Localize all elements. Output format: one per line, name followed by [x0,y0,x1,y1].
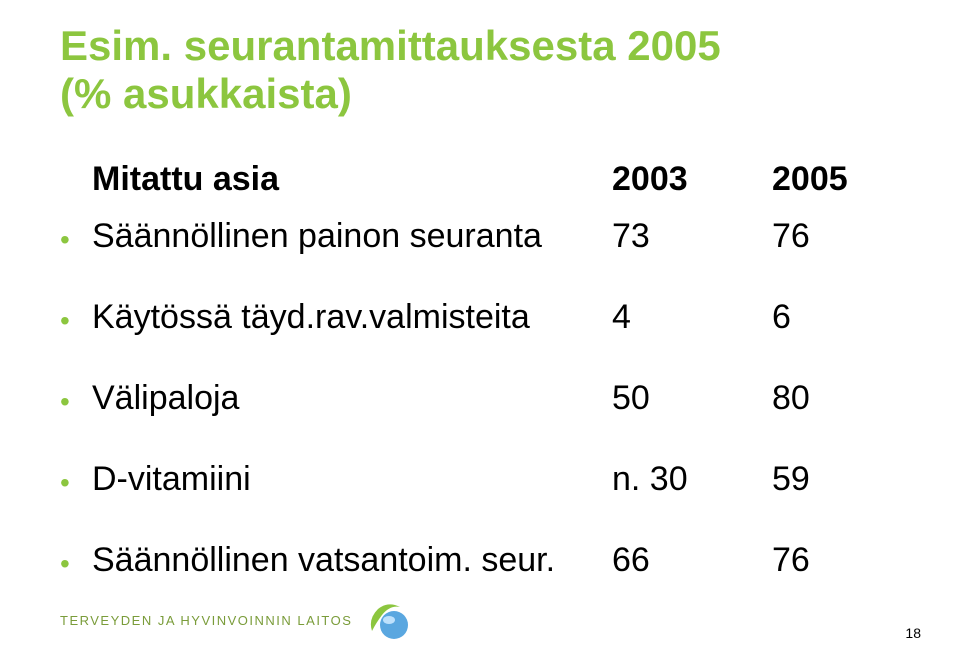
bullet-icon: • [60,388,92,416]
title-line1: Esim. seurantamittauksesta 2005 [60,22,721,69]
row-col2: 76 [772,541,892,580]
bullet-icon: • [60,550,92,578]
row-col1: 66 [612,541,772,580]
row-label: Säännöllinen vatsantoim. seur. [92,541,612,580]
table-header-row: Mitattu asia 2003 2005 [60,160,900,199]
row-col1: 4 [612,298,772,337]
header-col2: 2005 [772,160,892,199]
bullet-icon: • [60,469,92,497]
row-col1: 73 [612,217,772,256]
table-row: • D-vitamiini n. 30 59 [60,460,900,499]
table-row: • Välipaloja 50 80 [60,379,900,418]
footer: TERVEYDEN JA HYVINVOINNIN LAITOS [60,597,412,643]
table-row: • Käytössä täyd.rav.valmisteita 4 6 [60,298,900,337]
title-line2: (% asukkaista) [60,70,721,118]
data-table: Mitattu asia 2003 2005 • Säännöllinen pa… [60,160,900,622]
table-row: • Säännöllinen vatsantoim. seur. 66 76 [60,541,900,580]
header-label: Mitattu asia [92,160,612,199]
header-col1: 2003 [612,160,772,199]
row-label: Välipaloja [92,379,612,418]
row-col1: n. 30 [612,460,772,499]
table-row: • Säännöllinen painon seuranta 73 76 [60,217,900,256]
bullet-icon: • [60,226,92,254]
slide-title: Esim. seurantamittauksesta 2005 (% asukk… [60,22,721,119]
row-col1: 50 [612,379,772,418]
row-label: Käytössä täyd.rav.valmisteita [92,298,612,337]
page-number: 18 [905,625,921,641]
row-label: Säännöllinen painon seuranta [92,217,612,256]
footer-text: TERVEYDEN JA HYVINVOINNIN LAITOS [60,613,352,628]
row-col2: 76 [772,217,892,256]
thl-logo-icon [366,597,412,643]
bullet-icon: • [60,307,92,335]
row-col2: 59 [772,460,892,499]
row-col2: 6 [772,298,892,337]
row-col2: 80 [772,379,892,418]
row-label: D-vitamiini [92,460,612,499]
